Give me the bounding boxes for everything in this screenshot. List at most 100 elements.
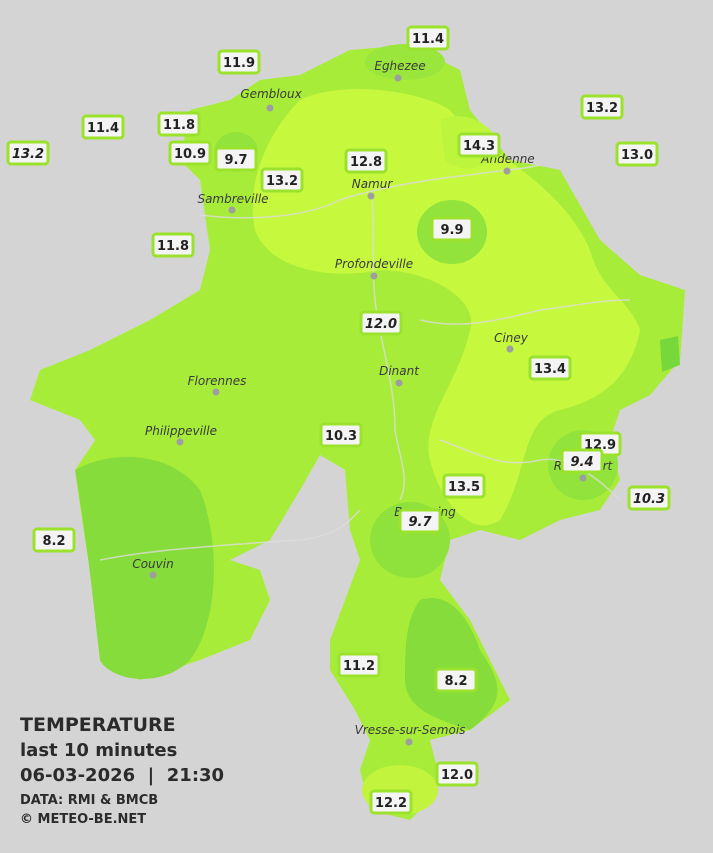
legend-subtitle: last 10 minutes (20, 740, 177, 761)
station-box (615, 141, 659, 167)
station-value: 10.9 (174, 147, 206, 162)
station-value: 13.5 (448, 480, 480, 495)
station-value: 9.4 (570, 455, 593, 470)
legend-title: TEMPERATURE (20, 714, 176, 736)
station-value: 12.0 (441, 768, 473, 783)
river (99, 509, 361, 561)
station-value: 11.8 (163, 118, 195, 133)
station-value: 13.4 (534, 362, 566, 377)
legend: TEMPERATURE last 10 minutes 06-03-2026 |… (20, 714, 224, 827)
station-box (369, 789, 413, 815)
river (199, 164, 541, 219)
station-value: 8.2 (444, 674, 467, 689)
station: 11.9 (217, 49, 261, 75)
station: 11.8 (157, 111, 201, 137)
town-name: Eghezee (374, 59, 425, 73)
town-dot (266, 104, 274, 112)
station-box (32, 527, 76, 553)
stations: 11.4 11.9 13.2 11.4 11.8 13.2 10.9 9.7 14.3 13.0 1… (6, 25, 671, 815)
station-value: 10.3 (325, 429, 357, 444)
station-value: 12.2 (375, 796, 407, 811)
town-dot (579, 474, 587, 482)
town-dot (176, 438, 184, 446)
town-name: Vresse-sur-Semois (355, 723, 466, 737)
station-value: 9.7 (224, 153, 247, 168)
station-box (6, 140, 50, 166)
station-box (406, 25, 450, 51)
station: 8.2 (32, 527, 76, 553)
town-name: Philippeville (145, 424, 217, 438)
station-box (157, 111, 201, 137)
station-value: 12.8 (350, 155, 382, 170)
station-value: 13.0 (621, 148, 653, 163)
station-box (214, 146, 258, 172)
town-dot (395, 379, 403, 387)
river (371, 194, 406, 501)
town-dot (394, 74, 402, 82)
town-dot (405, 738, 413, 746)
town-name: Dinant (379, 364, 420, 378)
station-value: 13.2 (586, 101, 618, 116)
station-value: 9.7 (408, 515, 432, 530)
station-box (627, 485, 671, 511)
station-value: 11.4 (87, 121, 119, 136)
station-box (337, 652, 381, 678)
station: 8.2 (434, 667, 478, 693)
station: 13.5 (442, 473, 486, 499)
station-box (344, 148, 388, 174)
station-box (260, 167, 304, 193)
station: 12.0 (359, 310, 403, 336)
town-name: Couvin (132, 557, 173, 571)
station-box (434, 667, 478, 693)
station: 12.0 (435, 761, 479, 787)
warm-zone (252, 89, 640, 526)
town-name: Sambreville (197, 192, 268, 206)
station: 11.4 (406, 25, 450, 51)
station-box (430, 216, 474, 242)
station: 13.2 (580, 94, 624, 120)
station-box (168, 140, 212, 166)
station: 11.4 (81, 114, 125, 140)
station: 12.2 (369, 789, 413, 815)
station-value: 10.3 (633, 492, 665, 507)
station-value: 13.2 (266, 174, 298, 189)
town-name: Florennes (188, 374, 247, 388)
station-box (580, 94, 624, 120)
town-name: Gembloux (240, 87, 302, 101)
legend-copyright: © METEO-BE.NET (20, 812, 146, 827)
station-box (398, 508, 442, 534)
station-value: 11.2 (343, 659, 375, 674)
station-box (528, 355, 572, 381)
station-box (359, 310, 403, 336)
station: 11.2 (337, 652, 381, 678)
station: 10.3 (319, 422, 363, 448)
station: 9.4 (560, 448, 604, 474)
station-value: 8.2 (42, 534, 65, 549)
town-dot (503, 167, 511, 175)
station-box (457, 132, 501, 158)
station-box (442, 473, 486, 499)
station: 10.9 (168, 140, 212, 166)
legend-source: DATA: RMI & BMCB (20, 793, 158, 808)
station: 13.2 (6, 140, 50, 166)
station: 13.4 (528, 355, 572, 381)
station: 9.7 (214, 146, 258, 172)
legend-timestamp: 06-03-2026 | 21:30 (20, 765, 224, 786)
cool-spot (365, 44, 445, 80)
station: 14.3 (457, 132, 501, 158)
cool-spot (660, 336, 680, 372)
town-name: Namur (352, 177, 394, 191)
station-box (81, 114, 125, 140)
rivers (99, 164, 631, 561)
cool-zone (75, 456, 214, 679)
station-value: 11.8 (157, 239, 189, 254)
station-box (435, 761, 479, 787)
town-dot (370, 272, 378, 280)
town-dot (212, 388, 220, 396)
station-value: 9.9 (440, 223, 463, 238)
station: 9.9 (430, 216, 474, 242)
station-box (560, 448, 604, 474)
town-name: Profondeville (335, 257, 413, 271)
station-value: 14.3 (463, 139, 495, 154)
